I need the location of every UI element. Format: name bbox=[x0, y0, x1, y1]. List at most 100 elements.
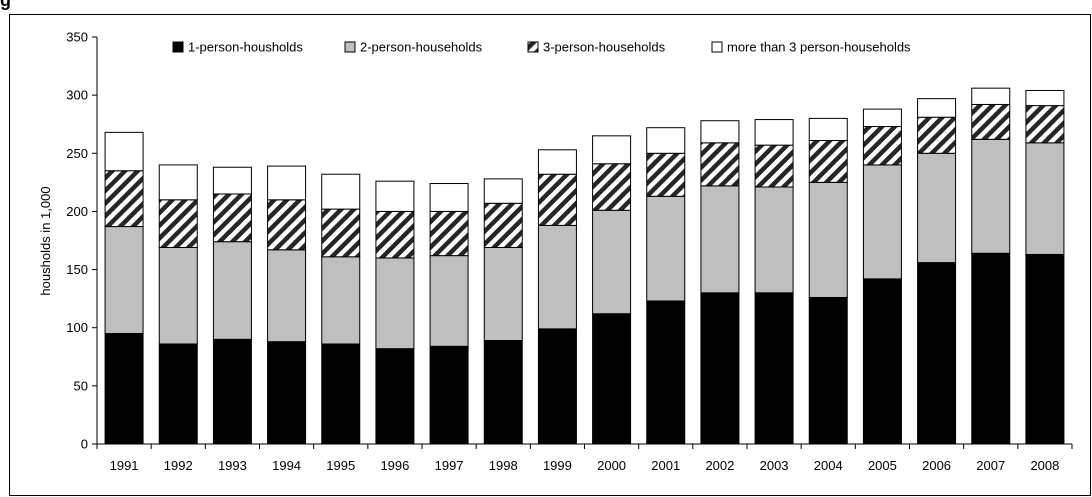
bar-segment-3-1993 bbox=[212, 193, 252, 243]
bar-segment-2-1995 bbox=[321, 256, 361, 345]
bar-segment-4-1999 bbox=[537, 149, 577, 175]
bar-segment-1-2006 bbox=[917, 262, 957, 445]
x-tick-label: 2005 bbox=[868, 458, 897, 473]
legend-label-4: more than 3 person-households bbox=[727, 40, 911, 55]
bar-segment-3-1998 bbox=[483, 202, 523, 248]
bar-segment-3-1996 bbox=[375, 210, 415, 259]
bar-segment-2-2007 bbox=[971, 138, 1011, 254]
x-tick-label: 2002 bbox=[705, 458, 734, 473]
bar-segment-3-2005 bbox=[862, 126, 902, 166]
bar-segment-1-2005 bbox=[862, 278, 902, 445]
bar-segment-1-1997 bbox=[429, 345, 469, 445]
bar-segment-3-2001 bbox=[646, 152, 686, 197]
y-tick-label: 100 bbox=[66, 320, 88, 335]
bar-segment-1-1992 bbox=[158, 343, 198, 445]
chart-frame bbox=[9, 14, 1091, 496]
bar-segment-2-1999 bbox=[537, 224, 577, 330]
bar-segment-1-2007 bbox=[971, 252, 1011, 445]
bar-segment-2-2005 bbox=[862, 164, 902, 280]
legend-swatch-4 bbox=[711, 41, 723, 53]
bar-segment-1-2008 bbox=[1025, 253, 1065, 445]
bar-segment-4-2000 bbox=[592, 135, 632, 165]
x-tick-label: 1999 bbox=[543, 458, 572, 473]
bars bbox=[104, 87, 1065, 445]
bar-segment-3-1999 bbox=[537, 173, 577, 226]
y-tick-label: 200 bbox=[66, 204, 88, 219]
legend-label-1: 1-person-housholds bbox=[188, 40, 303, 55]
bar-segment-2-1993 bbox=[212, 241, 252, 340]
bar-segment-2-2008 bbox=[1025, 142, 1065, 255]
x-tick-label: 2004 bbox=[814, 458, 843, 473]
bar-segment-4-2006 bbox=[917, 98, 957, 118]
bar-segment-2-1992 bbox=[158, 246, 198, 345]
bar-segment-4-1997 bbox=[429, 183, 469, 212]
bar-segment-1-2004 bbox=[808, 296, 848, 445]
y-tick-label: 350 bbox=[66, 30, 88, 45]
x-tick-label: 1998 bbox=[489, 458, 518, 473]
bar-segment-4-1994 bbox=[267, 165, 307, 201]
figure-label: g bbox=[0, 0, 11, 10]
bar-segment-4-1992 bbox=[158, 164, 198, 201]
bar-segment-2-2001 bbox=[646, 195, 686, 302]
bar-segment-3-2002 bbox=[700, 142, 740, 187]
bar-segment-3-1991 bbox=[104, 170, 144, 228]
bar-segment-4-1991 bbox=[104, 131, 144, 172]
x-tick-label: 1991 bbox=[110, 458, 139, 473]
bar-segment-1-1994 bbox=[267, 341, 307, 445]
x-tick-label: 2001 bbox=[651, 458, 680, 473]
bar-segment-2-1996 bbox=[375, 257, 415, 350]
bar-segment-1-1991 bbox=[104, 333, 144, 445]
bar-segment-3-2006 bbox=[917, 116, 957, 154]
bar-segment-3-1997 bbox=[429, 210, 469, 257]
y-tick-label: 50 bbox=[74, 378, 88, 393]
bar-segment-2-2006 bbox=[917, 152, 957, 264]
bar-segment-4-1996 bbox=[375, 180, 415, 212]
bar-segment-1-1995 bbox=[321, 343, 361, 445]
bar-segment-2-1997 bbox=[429, 255, 469, 347]
bar-segment-1-2002 bbox=[700, 292, 740, 445]
bar-segment-1-2003 bbox=[754, 292, 794, 445]
legend-swatch-1 bbox=[172, 41, 184, 53]
x-tick-label: 2008 bbox=[1030, 458, 1059, 473]
bar-segment-3-2004 bbox=[808, 139, 848, 183]
bar-segment-2-2002 bbox=[700, 185, 740, 294]
y-tick-label: 300 bbox=[66, 88, 88, 103]
y-axis: 0 50 100 150 200 250 300 350 bbox=[66, 30, 98, 452]
bar-segment-2-2004 bbox=[808, 181, 848, 298]
bar-segment-1-1993 bbox=[212, 338, 252, 445]
bar-segment-4-2007 bbox=[971, 87, 1011, 105]
y-axis-label: housholds in 1,000 bbox=[38, 186, 53, 295]
legend-swatch-2 bbox=[344, 41, 356, 53]
bar-segment-2-2003 bbox=[754, 186, 794, 294]
bar-segment-1-1999 bbox=[537, 328, 577, 445]
x-tick-label: 1997 bbox=[435, 458, 464, 473]
x-tick-label: 2006 bbox=[922, 458, 951, 473]
bar-segment-1-2000 bbox=[592, 313, 632, 445]
bar-segment-4-1998 bbox=[483, 178, 523, 204]
y-tick-label: 0 bbox=[81, 437, 88, 452]
x-axis: 1991 1992 1993 1994 1995 1996 1997 1998 1999 2000… bbox=[96, 443, 1073, 473]
bar-segment-3-1994 bbox=[267, 199, 307, 251]
x-tick-label: 1993 bbox=[218, 458, 247, 473]
bar-segment-3-2007 bbox=[971, 103, 1011, 140]
bar-segment-2-1998 bbox=[483, 246, 523, 342]
bar-segment-4-2008 bbox=[1025, 89, 1065, 107]
bar-segment-4-1993 bbox=[212, 166, 252, 195]
y-tick-label: 150 bbox=[66, 262, 88, 277]
bar-segment-3-2003 bbox=[754, 144, 794, 188]
x-tick-label: 1994 bbox=[272, 458, 301, 473]
bar-segment-3-2000 bbox=[592, 163, 632, 211]
bar-segment-2-2000 bbox=[592, 209, 632, 315]
bar-segment-1-1996 bbox=[375, 348, 415, 445]
y-tick-label: 250 bbox=[66, 146, 88, 161]
legend: 1-person-housholds 2-person-households 3-p… bbox=[172, 40, 911, 55]
bar-segment-4-2001 bbox=[646, 127, 686, 154]
legend-swatch-3 bbox=[527, 41, 539, 53]
bar-segment-4-2005 bbox=[862, 108, 902, 128]
bar-segment-2-1991 bbox=[104, 226, 144, 335]
bar-segment-3-2008 bbox=[1025, 105, 1065, 144]
legend-label-3: 3-person-households bbox=[543, 40, 666, 55]
x-tick-label: 2003 bbox=[760, 458, 789, 473]
bar-segment-2-1994 bbox=[267, 249, 307, 343]
